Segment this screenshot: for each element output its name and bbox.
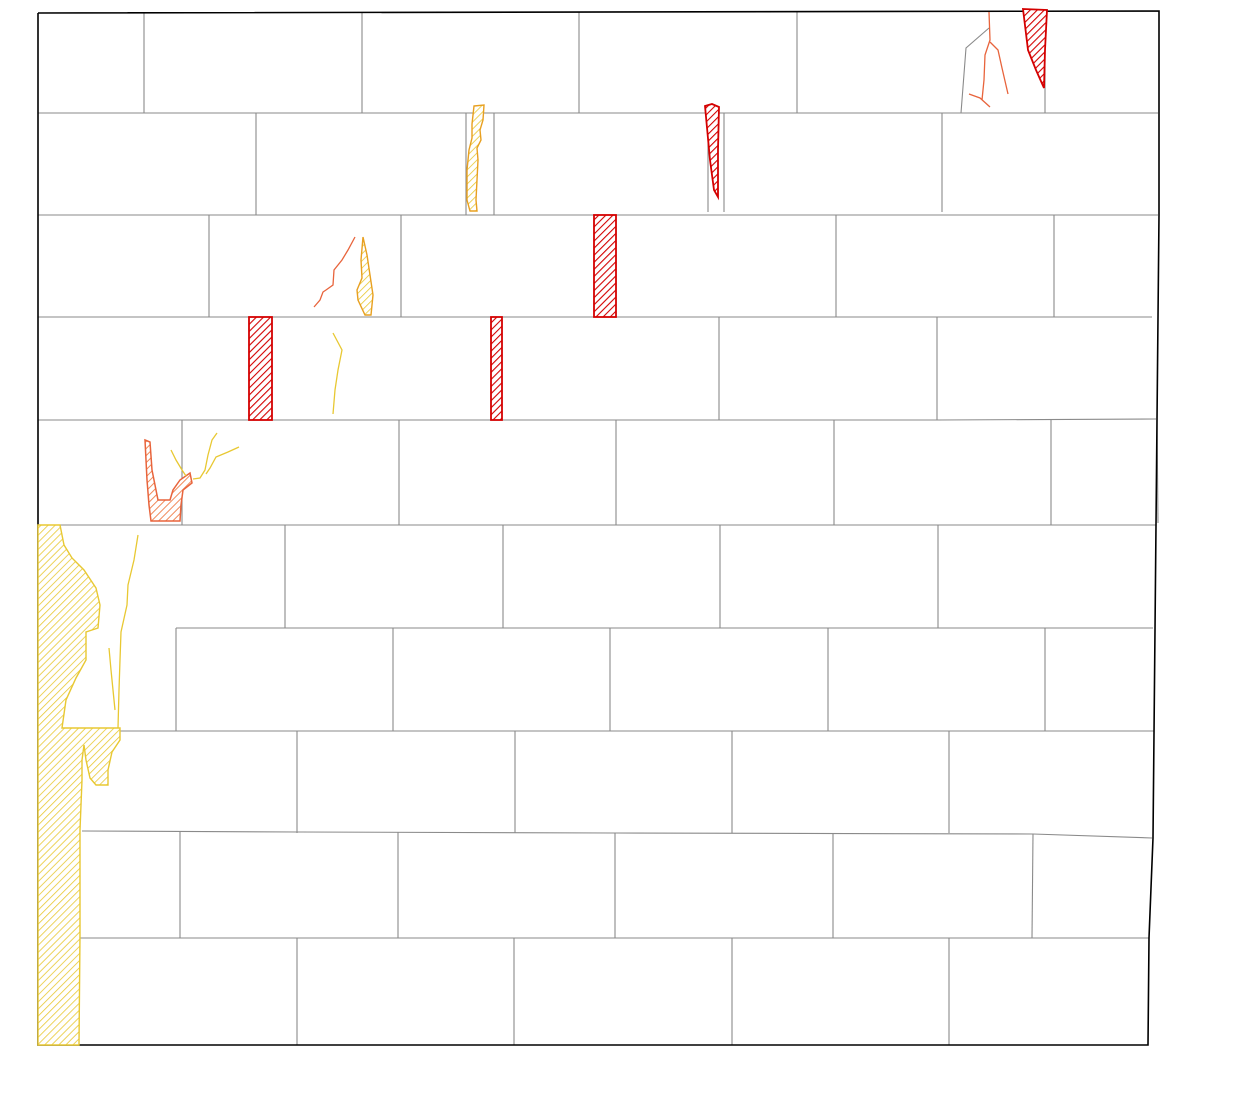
damage-severe-open-joint [248, 316, 273, 421]
crack-line [117, 534, 139, 729]
cracks-moderate [313, 11, 1009, 308]
damage-moderate-spalling [144, 438, 193, 522]
damage-minor-spalling [356, 236, 374, 316]
crack-line [981, 11, 991, 101]
damage-severe-open-joint [704, 103, 720, 201]
damage-severe-missing-material [1021, 8, 1048, 89]
crack-line [170, 449, 187, 477]
mortar-joints [38, 12, 1159, 1045]
damage-severe-open-joint [490, 316, 503, 421]
damage-minor-erosion [37, 524, 121, 1046]
damage-severe-open-joint [593, 214, 617, 318]
crack-line [192, 432, 218, 480]
crack-line [968, 93, 991, 108]
head-joint [960, 27, 990, 114]
crack-line [332, 332, 343, 415]
crack-line [205, 446, 240, 475]
crack-line [989, 41, 1009, 95]
head-joint [1031, 833, 1034, 939]
cracks-minor [108, 332, 343, 729]
crack-line [313, 236, 356, 308]
wall-outline [37, 10, 1160, 1046]
damage-minor-spalling [466, 104, 485, 212]
bed-joint [38, 418, 1157, 421]
crack-line [108, 647, 116, 711]
bed-joint [81, 830, 1153, 839]
